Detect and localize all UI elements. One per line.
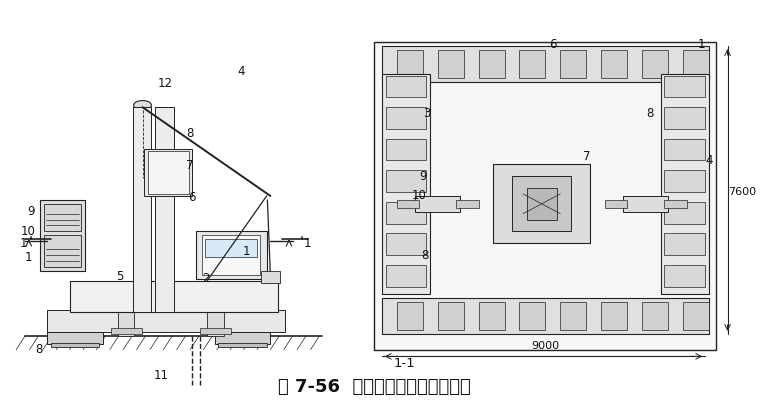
- Bar: [397, 302, 423, 330]
- Bar: [664, 139, 705, 160]
- Bar: [375, 42, 717, 350]
- Text: 4: 4: [705, 154, 713, 167]
- Bar: [118, 312, 135, 336]
- Bar: [47, 332, 103, 344]
- Circle shape: [611, 292, 644, 309]
- Bar: [110, 328, 142, 334]
- Bar: [601, 50, 627, 78]
- Circle shape: [436, 292, 469, 309]
- Text: 8: 8: [35, 343, 42, 356]
- Bar: [43, 235, 81, 267]
- Bar: [144, 149, 192, 196]
- Text: 8: 8: [421, 249, 429, 261]
- Text: 10: 10: [412, 189, 426, 203]
- Bar: [527, 188, 556, 220]
- Text: 12: 12: [157, 77, 173, 90]
- Bar: [214, 332, 271, 344]
- Bar: [415, 196, 460, 212]
- Circle shape: [611, 87, 644, 104]
- Bar: [397, 50, 423, 78]
- Bar: [205, 239, 257, 257]
- Bar: [147, 151, 188, 194]
- Text: 6: 6: [549, 38, 556, 51]
- Bar: [202, 235, 260, 275]
- Text: 11: 11: [154, 369, 169, 382]
- Bar: [601, 302, 627, 330]
- Text: 1: 1: [698, 38, 705, 51]
- Text: 7: 7: [186, 159, 194, 172]
- Bar: [382, 74, 430, 294]
- Text: 7600: 7600: [728, 187, 756, 197]
- Bar: [664, 170, 705, 192]
- Bar: [605, 200, 627, 208]
- Bar: [385, 202, 426, 223]
- Text: 8: 8: [646, 107, 653, 119]
- Bar: [623, 196, 668, 212]
- Bar: [385, 139, 426, 160]
- Text: 7: 7: [582, 150, 590, 163]
- Bar: [47, 310, 285, 332]
- Bar: [560, 302, 586, 330]
- Text: 2: 2: [202, 272, 210, 285]
- Bar: [560, 50, 586, 78]
- Text: 9000: 9000: [531, 342, 559, 352]
- Bar: [397, 200, 419, 208]
- Bar: [382, 298, 709, 334]
- Text: 图 7-56  全液压式静力压桩机压桩: 图 7-56 全液压式静力压桩机压桩: [278, 378, 470, 396]
- Bar: [133, 107, 151, 312]
- Bar: [664, 76, 705, 97]
- Bar: [196, 231, 267, 279]
- Bar: [664, 265, 705, 287]
- Bar: [642, 302, 668, 330]
- Bar: [385, 233, 426, 255]
- Bar: [385, 170, 426, 192]
- Bar: [660, 74, 709, 294]
- Text: 9: 9: [27, 205, 35, 218]
- Text: 6: 6: [188, 191, 195, 205]
- Bar: [218, 342, 267, 347]
- Text: 1: 1: [304, 237, 312, 250]
- Text: 1: 1: [20, 237, 27, 250]
- Text: 5: 5: [116, 270, 124, 283]
- Text: 8: 8: [186, 127, 194, 140]
- Bar: [438, 50, 464, 78]
- Bar: [207, 312, 223, 336]
- Text: 9: 9: [419, 170, 426, 183]
- Bar: [155, 107, 174, 312]
- Bar: [43, 204, 81, 231]
- Bar: [664, 107, 705, 129]
- Bar: [512, 176, 572, 231]
- Bar: [479, 50, 505, 78]
- Bar: [664, 202, 705, 223]
- Circle shape: [516, 190, 568, 218]
- Bar: [261, 271, 280, 283]
- Bar: [385, 76, 426, 97]
- Text: 1: 1: [243, 245, 250, 257]
- Bar: [456, 200, 479, 208]
- Bar: [51, 342, 100, 347]
- Bar: [438, 302, 464, 330]
- Text: 3: 3: [423, 107, 430, 119]
- Text: 10: 10: [21, 225, 36, 238]
- Bar: [385, 265, 426, 287]
- Bar: [642, 50, 668, 78]
- Bar: [40, 200, 84, 271]
- Bar: [493, 164, 590, 243]
- Text: 1-1: 1-1: [393, 357, 415, 370]
- Bar: [70, 281, 278, 312]
- Bar: [683, 50, 709, 78]
- Bar: [664, 200, 686, 208]
- Bar: [519, 302, 546, 330]
- Text: 4: 4: [237, 65, 245, 78]
- Bar: [200, 328, 231, 334]
- Circle shape: [436, 87, 469, 104]
- Bar: [683, 302, 709, 330]
- Text: 1: 1: [24, 251, 32, 263]
- Bar: [519, 50, 546, 78]
- Bar: [382, 46, 709, 82]
- Circle shape: [134, 101, 151, 110]
- Bar: [479, 302, 505, 330]
- Bar: [664, 233, 705, 255]
- Bar: [385, 107, 426, 129]
